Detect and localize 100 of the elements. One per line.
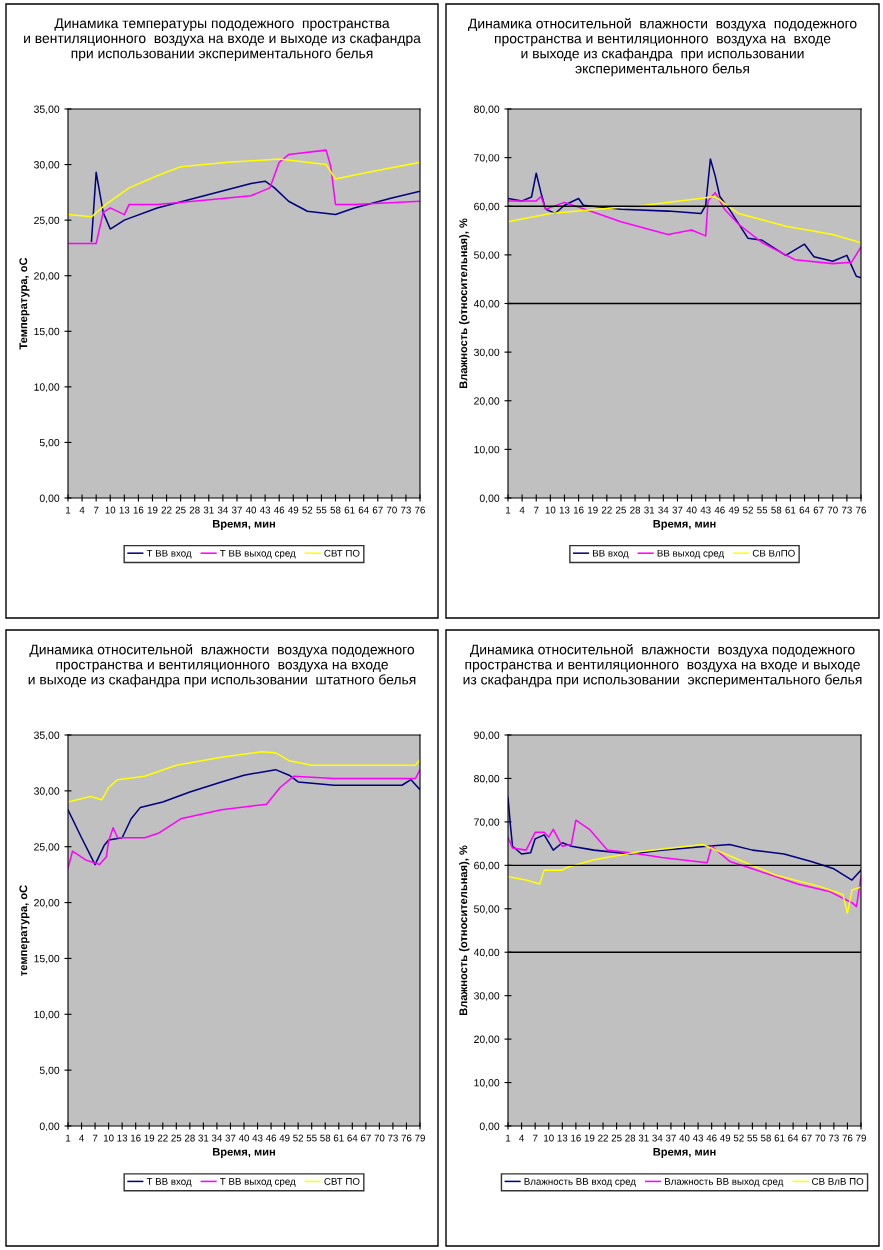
x-tick-label: 58 [760, 1134, 771, 1142]
x-tick-label: 43 [700, 506, 711, 514]
x-tick-label: 22 [161, 506, 172, 514]
x-tick-label: 76 [842, 1134, 853, 1142]
legend-label: Т ВВ вход [146, 549, 192, 559]
legend-label: СВТ ПО [324, 1178, 360, 1185]
x-tick-label: 58 [330, 506, 341, 514]
line-series [68, 750, 420, 803]
x-tick-label: 10 [105, 506, 116, 514]
legend-label: Т ВВ выход сред [220, 549, 296, 559]
x-tick-label: 67 [372, 506, 383, 514]
line-series [508, 819, 861, 908]
x-tick-label: 25 [611, 1134, 622, 1142]
x-tick-label: 52 [733, 1134, 744, 1142]
x-tick-label: 34 [658, 506, 669, 514]
x-tick-label: 28 [630, 506, 641, 514]
x-tick-label: 43 [259, 506, 271, 514]
x-tick-label: 4 [79, 506, 85, 514]
y-tick-label: 60,00 [474, 202, 500, 212]
legend-label: СВ ВлВ ПО [812, 1178, 864, 1185]
x-tick-label: 37 [665, 1134, 676, 1142]
x-tick-label: 40 [245, 506, 257, 514]
x-tick-label: 61 [774, 1134, 785, 1142]
x-tick-label: 40 [679, 1134, 690, 1142]
x-tick-label: 52 [302, 506, 313, 514]
x-tick-label: 64 [358, 506, 369, 514]
x-tick-label: 73 [401, 506, 411, 514]
x-tick-label: 52 [743, 506, 753, 514]
x-tick-label: 34 [217, 506, 228, 514]
x-tick-label: 37 [231, 506, 242, 514]
x-tick-label: 61 [785, 506, 796, 514]
y-tick-label: 90,00 [474, 731, 500, 741]
y-axis-title: температура, оС [19, 885, 30, 976]
x-tick-label: 73 [388, 1134, 398, 1142]
legend-label: СВТ ПО [324, 549, 360, 557]
x-tick-label: 31 [203, 506, 214, 514]
x-tick-label: 16 [571, 1134, 581, 1142]
legend-label: Т ВВ выход сред [220, 1178, 296, 1187]
x-tick-label: 7 [92, 1134, 98, 1142]
x-tick-label: 1 [66, 506, 71, 514]
line-series [90, 171, 420, 243]
x-tick-label: 25 [175, 506, 186, 514]
x-tick-label: 1 [506, 1134, 511, 1142]
y-tick-label: 10,00 [474, 1079, 500, 1088]
line-series [508, 191, 861, 265]
y-tick-label: 20,00 [474, 1035, 500, 1045]
x-tick-label: 28 [189, 506, 200, 514]
x-tick-label: 19 [588, 506, 598, 514]
x-tick-label: 37 [225, 1134, 236, 1142]
y-tick-label: 35,00 [34, 105, 60, 115]
legend-label: ВВ вход [593, 549, 629, 559]
chart-title: Динамика относительной влажности воздуха пододежного пространства и вентиляционного воздуха на входе и выходе из скафандра при использовании экспериментального белья [463, 644, 862, 688]
x-tick-label: 70 [374, 1134, 385, 1142]
y-tick-label: 0,00 [479, 494, 500, 504]
chart-title: Динамика относительной влажности воздуха пододежного пространства и вентиляционного воздуха на входе и выходе из скафандра при использовании экспериментального белья [468, 18, 857, 77]
x-tick-label: 19 [147, 506, 158, 514]
y-tick-label: 20,00 [34, 272, 60, 281]
x-tick-label: 4 [519, 1134, 524, 1142]
x-tick-label: 16 [133, 506, 144, 514]
x-tick-label: 19 [584, 1134, 595, 1142]
y-tick-label: 0,00 [39, 494, 60, 504]
x-tick-label: 1 [506, 506, 511, 514]
x-tick-label: 10 [545, 506, 556, 514]
y-tick-label: 10,00 [34, 1010, 60, 1020]
legend-label: СВ ВлПО [752, 549, 795, 557]
x-tick-label: 4 [79, 1134, 84, 1142]
x-tick-label: 16 [131, 1134, 141, 1142]
x-tick-label: 64 [347, 1134, 358, 1142]
y-tick-label: 50,00 [474, 251, 500, 260]
x-tick-label: 76 [401, 1134, 412, 1142]
x-tick-label: 13 [117, 1134, 128, 1142]
y-tick-label: 0,00 [39, 1122, 60, 1132]
x-tick-label: 28 [184, 1134, 195, 1142]
y-tick-label: 35,00 [34, 731, 60, 741]
x-tick-label: 13 [557, 1134, 568, 1142]
x-tick-label: 61 [333, 1134, 344, 1142]
x-tick-label: 31 [198, 1134, 209, 1142]
x-tick-label: 49 [728, 506, 739, 514]
y-tick-label: 40,00 [473, 948, 500, 958]
x-tick-label: 1 [66, 1134, 71, 1142]
x-tick-label: 70 [815, 1134, 826, 1142]
x-tick-label: 7 [534, 506, 539, 514]
chart-title: Динамика относительной влажности воздуха пододежного пространства и вентиляционного воздуха на входе и выходе из скафандра при использовании штатного белья [28, 644, 416, 688]
y-tick-label: 10,00 [34, 383, 60, 392]
legend-label: Т ВВ вход [146, 1178, 192, 1187]
x-tick-label: 46 [714, 506, 725, 514]
y-tick-label: 80,00 [474, 105, 500, 115]
y-tick-label: 0,00 [479, 1122, 500, 1132]
x-tick-label: 34 [211, 1134, 223, 1142]
x-tick-label: 7 [93, 506, 99, 514]
x-tick-label: 61 [344, 506, 355, 514]
x-tick-label: 40 [686, 506, 697, 514]
x-tick-label: 10 [544, 1134, 554, 1142]
x-tick-label: 67 [801, 1134, 812, 1142]
x-tick-label: 22 [157, 1134, 168, 1142]
y-tick-label: 5,00 [39, 438, 60, 448]
x-tick-label: 79 [856, 1134, 866, 1142]
x-tick-label: 76 [415, 506, 425, 514]
x-tick-label: 58 [320, 1134, 331, 1142]
y-tick-label: 25,00 [34, 216, 60, 226]
